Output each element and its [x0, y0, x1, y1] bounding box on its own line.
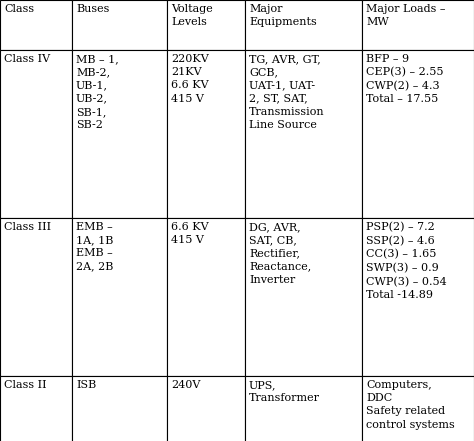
Bar — [0, 376, 72, 441]
Bar — [72, 50, 167, 218]
Bar — [362, 0, 474, 50]
Text: EMB –
1A, 1B
EMB –
2A, 2B: EMB – 1A, 1B EMB – 2A, 2B — [76, 222, 113, 272]
Bar — [362, 218, 474, 376]
Text: BFP – 9
CEP(3) – 2.55
CWP(2) – 4.3
Total – 17.55: BFP – 9 CEP(3) – 2.55 CWP(2) – 4.3 Total… — [366, 54, 444, 105]
Text: Class IV: Class IV — [4, 54, 50, 64]
Bar — [0, 218, 72, 376]
Text: DG, AVR,
SAT, CB,
Rectifier,
Reactance,
Inverter: DG, AVR, SAT, CB, Rectifier, Reactance, … — [249, 222, 311, 285]
Text: Voltage
Levels: Voltage Levels — [171, 4, 213, 27]
Bar — [167, 50, 245, 218]
Text: 6.6 KV
415 V: 6.6 KV 415 V — [171, 222, 209, 245]
Bar — [167, 0, 245, 50]
Bar — [245, 0, 362, 50]
Bar — [0, 50, 72, 218]
Bar — [0, 0, 72, 50]
Text: ISB: ISB — [76, 380, 96, 390]
Text: Computers,
DDC
Safety related
control systems: Computers, DDC Safety related control sy… — [366, 380, 455, 430]
Text: TG, AVR, GT,
GCB,
UAT-1, UAT-
2, ST, SAT,
Transmission
Line Source: TG, AVR, GT, GCB, UAT-1, UAT- 2, ST, SAT… — [249, 54, 325, 130]
Text: MB – 1,
MB-2,
UB-1,
UB-2,
SB-1,
SB-2: MB – 1, MB-2, UB-1, UB-2, SB-1, SB-2 — [76, 54, 119, 130]
Bar — [72, 218, 167, 376]
Bar — [167, 218, 245, 376]
Text: PSP(2) – 7.2
SSP(2) – 4.6
CC(3) – 1.65
SWP(3) – 0.9
CWP(3) – 0.54
Total -14.89: PSP(2) – 7.2 SSP(2) – 4.6 CC(3) – 1.65 S… — [366, 222, 447, 300]
Bar — [362, 50, 474, 218]
Text: Major Loads –
MW: Major Loads – MW — [366, 4, 446, 27]
Text: 240V: 240V — [171, 380, 201, 390]
Text: 220KV
21KV
6.6 KV
415 V: 220KV 21KV 6.6 KV 415 V — [171, 54, 209, 104]
Bar — [245, 376, 362, 441]
Bar — [167, 376, 245, 441]
Bar — [245, 50, 362, 218]
Bar — [362, 376, 474, 441]
Text: Class II: Class II — [4, 380, 46, 390]
Bar — [245, 218, 362, 376]
Text: Buses: Buses — [76, 4, 109, 14]
Text: UPS,
Transformer: UPS, Transformer — [249, 380, 320, 403]
Text: Class: Class — [4, 4, 34, 14]
Bar — [72, 376, 167, 441]
Bar — [72, 0, 167, 50]
Text: Major
Equipments: Major Equipments — [249, 4, 317, 27]
Text: Class III: Class III — [4, 222, 51, 232]
